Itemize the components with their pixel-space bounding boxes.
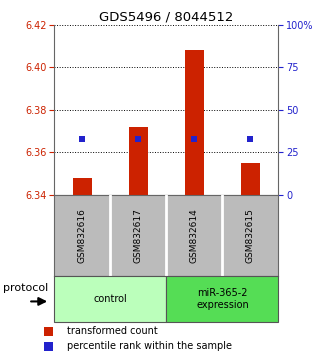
Bar xyxy=(185,50,204,195)
Point xyxy=(192,137,197,142)
Bar xyxy=(54,276,166,322)
Bar xyxy=(44,327,53,336)
Text: percentile rank within the sample: percentile rank within the sample xyxy=(67,341,232,351)
Bar xyxy=(44,342,53,351)
Text: protocol: protocol xyxy=(3,282,48,293)
Text: GSM832616: GSM832616 xyxy=(78,208,87,263)
Point xyxy=(80,137,85,142)
Point xyxy=(136,137,141,142)
Bar xyxy=(241,163,260,195)
Text: control: control xyxy=(93,294,127,304)
Text: GSM832615: GSM832615 xyxy=(246,208,255,263)
Text: transformed count: transformed count xyxy=(67,326,157,336)
Text: GSM832614: GSM832614 xyxy=(190,208,199,263)
Title: GDS5496 / 8044512: GDS5496 / 8044512 xyxy=(99,11,234,24)
Bar xyxy=(129,127,148,195)
Text: GSM832617: GSM832617 xyxy=(134,208,143,263)
Text: miR-365-2
expression: miR-365-2 expression xyxy=(196,288,249,310)
Point xyxy=(248,137,253,142)
Bar xyxy=(73,178,92,195)
Bar xyxy=(166,276,278,322)
